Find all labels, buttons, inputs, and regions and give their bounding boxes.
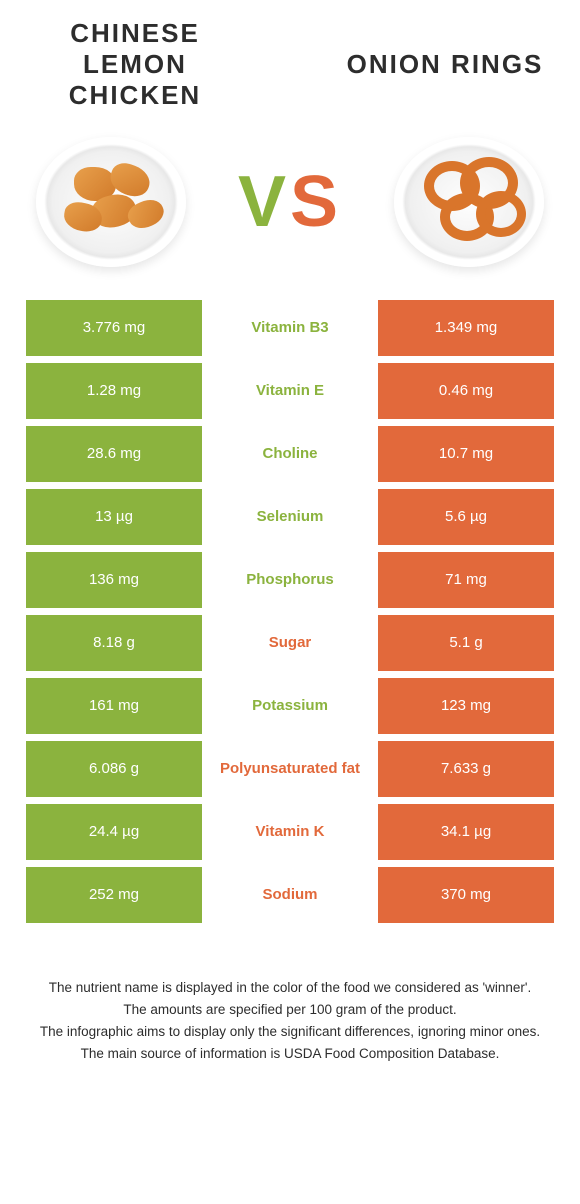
nutrient-value-right: 5.6 µg xyxy=(378,489,554,545)
footer-line: The main source of information is USDA F… xyxy=(30,1044,550,1064)
food-title-left: Chinese Lemon Chicken xyxy=(30,18,240,112)
nutrient-table: 3.776 mgVitamin B31.349 mg1.28 mgVitamin… xyxy=(0,300,580,923)
nutrient-value-right: 0.46 mg xyxy=(378,363,554,419)
nutrient-value-left: 6.086 g xyxy=(26,741,202,797)
nutrient-value-left: 13 µg xyxy=(26,489,202,545)
nutrient-value-left: 1.28 mg xyxy=(26,363,202,419)
nutrient-row: 24.4 µgVitamin K34.1 µg xyxy=(26,804,554,860)
nutrient-name: Sugar xyxy=(202,615,378,671)
nutrient-value-left: 3.776 mg xyxy=(26,300,202,356)
food-image-left xyxy=(26,132,196,272)
nutrient-value-right: 7.633 g xyxy=(378,741,554,797)
nutrient-value-left: 136 mg xyxy=(26,552,202,608)
vs-label: VS xyxy=(238,166,342,238)
nutrient-value-right: 5.1 g xyxy=(378,615,554,671)
nutrient-value-left: 252 mg xyxy=(26,867,202,923)
nutrient-value-left: 28.6 mg xyxy=(26,426,202,482)
nutrient-value-right: 71 mg xyxy=(378,552,554,608)
nutrient-name: Polyunsaturated fat xyxy=(202,741,378,797)
nutrient-row: 136 mgPhosphorus71 mg xyxy=(26,552,554,608)
nutrient-value-left: 8.18 g xyxy=(26,615,202,671)
nutrient-row: 13 µgSelenium5.6 µg xyxy=(26,489,554,545)
nutrient-name: Vitamin B3 xyxy=(202,300,378,356)
nutrient-row: 6.086 gPolyunsaturated fat7.633 g xyxy=(26,741,554,797)
footer-line: The amounts are specified per 100 gram o… xyxy=(30,1000,550,1020)
nutrient-row: 28.6 mgCholine10.7 mg xyxy=(26,426,554,482)
nutrient-value-right: 10.7 mg xyxy=(378,426,554,482)
nutrient-row: 252 mgSodium370 mg xyxy=(26,867,554,923)
nutrient-value-right: 370 mg xyxy=(378,867,554,923)
nutrient-name: Potassium xyxy=(202,678,378,734)
nutrient-value-right: 34.1 µg xyxy=(378,804,554,860)
nutrient-name: Vitamin E xyxy=(202,363,378,419)
images-row: VS xyxy=(0,122,580,300)
footer-line: The nutrient name is displayed in the co… xyxy=(30,978,550,998)
nutrient-name: Choline xyxy=(202,426,378,482)
chicken-plate-icon xyxy=(36,137,186,267)
nutrient-row: 3.776 mgVitamin B31.349 mg xyxy=(26,300,554,356)
nutrient-value-left: 24.4 µg xyxy=(26,804,202,860)
nutrient-name: Selenium xyxy=(202,489,378,545)
footer-line: The infographic aims to display only the… xyxy=(30,1022,550,1042)
nutrient-value-right: 123 mg xyxy=(378,678,554,734)
nutrient-name: Sodium xyxy=(202,867,378,923)
onion-rings-plate-icon xyxy=(394,137,544,267)
nutrient-row: 8.18 gSugar5.1 g xyxy=(26,615,554,671)
footer-notes: The nutrient name is displayed in the co… xyxy=(0,930,580,1065)
nutrient-value-right: 1.349 mg xyxy=(378,300,554,356)
food-image-right xyxy=(384,132,554,272)
nutrient-name: Vitamin K xyxy=(202,804,378,860)
header: Chinese Lemon Chicken Onion Rings xyxy=(0,0,580,122)
nutrient-row: 1.28 mgVitamin E0.46 mg xyxy=(26,363,554,419)
nutrient-row: 161 mgPotassium123 mg xyxy=(26,678,554,734)
nutrient-value-left: 161 mg xyxy=(26,678,202,734)
nutrient-name: Phosphorus xyxy=(202,552,378,608)
food-title-right: Onion Rings xyxy=(340,49,550,80)
